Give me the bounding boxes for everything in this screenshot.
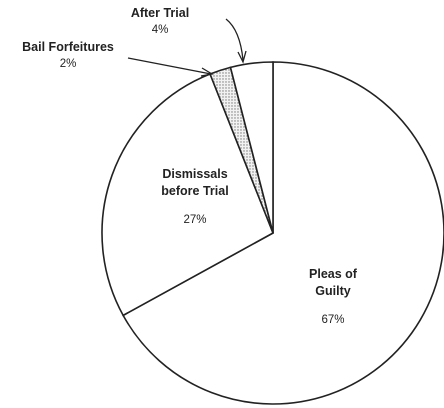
value-label: 67%	[321, 314, 345, 326]
pie-slice	[229, 61, 274, 234]
category-name: Pleas of Guilty	[309, 267, 357, 298]
value-label: 2%	[59, 58, 77, 70]
arrow-head	[200, 67, 214, 77]
value-label: 4%	[151, 24, 169, 36]
slice-label: Dismissals before Trial 27%	[160, 166, 230, 229]
category-name: Bail Forfeitures	[22, 40, 114, 54]
pie-slice	[101, 72, 275, 317]
slice-label: After Trial 4%	[100, 6, 220, 38]
category-name: After Trial	[130, 6, 190, 20]
value-label: 27%	[183, 214, 207, 226]
arrow	[225, 18, 244, 61]
slices	[101, 61, 444, 405]
pie-slice	[122, 61, 444, 405]
slice-label: Pleas of Guilty 67%	[290, 266, 376, 329]
slice-label: Bail Forfeitures 2%	[0, 40, 136, 72]
arrow-head	[237, 50, 247, 64]
arrow	[127, 57, 212, 75]
category-name: Dismissals before Trial	[161, 167, 229, 198]
